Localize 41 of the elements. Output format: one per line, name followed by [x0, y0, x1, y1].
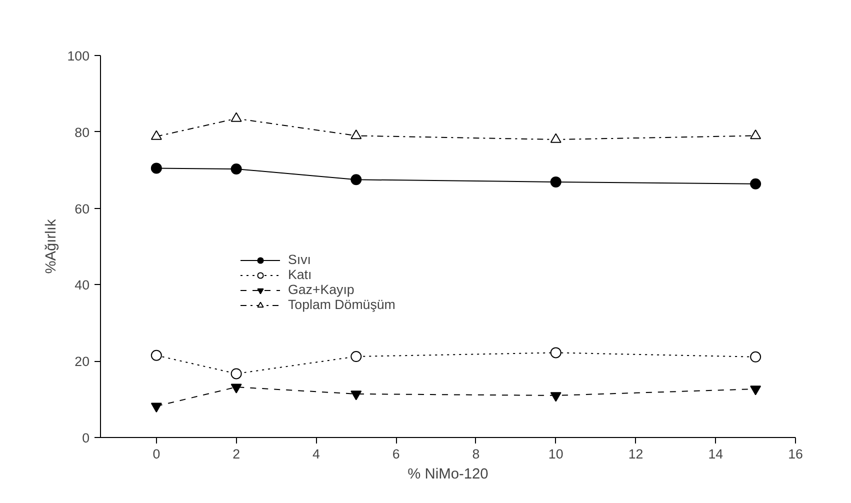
- y-tick-label: 20: [74, 354, 90, 370]
- point: [150, 350, 162, 361]
- point: [350, 351, 362, 362]
- point: [750, 178, 762, 190]
- legend-label: Sıvı: [288, 252, 311, 267]
- point: [550, 133, 562, 143]
- point: [230, 368, 242, 380]
- point: [750, 386, 762, 396]
- y-tick-label: 100: [67, 48, 90, 64]
- legend-label: Gaz+Kayıp: [288, 282, 354, 297]
- legend-label: Katı: [288, 267, 312, 282]
- y-axis-title: %Ağırlık: [43, 218, 60, 274]
- point: [550, 392, 562, 402]
- point: [550, 176, 562, 188]
- legend-label: Toplam Dömüşüm: [288, 297, 396, 312]
- point: [750, 351, 762, 362]
- x-tick-label: 14: [708, 446, 724, 462]
- y-tick-label: 0: [82, 430, 90, 446]
- y-tick-label: 80: [74, 124, 90, 140]
- x-tick-label: 16: [788, 446, 803, 462]
- x-axis-title: % NiMo-120: [408, 466, 488, 482]
- x-tick-label: 4: [312, 446, 320, 462]
- x-tick-label: 2: [232, 446, 240, 462]
- x-tick-label: 12: [628, 446, 644, 462]
- point: [150, 402, 162, 412]
- y-tick-label: 60: [74, 201, 90, 216]
- point: [350, 129, 362, 140]
- point: [150, 130, 162, 140]
- point: [550, 347, 562, 358]
- x-tick-label: 6: [392, 446, 400, 462]
- point: [230, 384, 242, 394]
- x-tick-label: 8: [472, 446, 480, 462]
- point: [750, 129, 762, 140]
- x-tick-label: 0: [152, 446, 160, 462]
- y-tick-label: 40: [74, 278, 90, 293]
- point: [230, 112, 242, 122]
- point: [150, 162, 162, 174]
- point: [350, 174, 362, 186]
- x-tick-label: 10: [548, 446, 564, 462]
- point: [230, 163, 242, 174]
- point: [350, 390, 362, 400]
